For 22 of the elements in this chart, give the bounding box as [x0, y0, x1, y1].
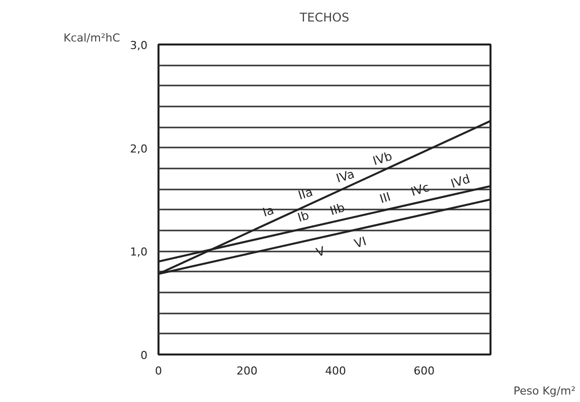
y-tick-label: 3,0	[130, 39, 148, 52]
x-tick-label: 600	[414, 364, 435, 378]
x-tick-label: 200	[236, 364, 258, 378]
annotation: IIb	[328, 200, 346, 218]
annotation: IVa	[334, 166, 356, 186]
y-tick-label: 1,0	[130, 246, 148, 259]
annotation: IVd	[449, 172, 472, 191]
chart-title: TECHOS	[298, 10, 350, 24]
annotation: IVc	[409, 180, 431, 199]
y-tick-label: 0	[140, 349, 148, 362]
annotation: III	[378, 190, 392, 206]
annotation: Ia	[261, 202, 276, 220]
x-axis-title: Peso Kg/m²	[514, 384, 576, 398]
annotation: IVb	[371, 149, 394, 168]
annotation: Ib	[296, 208, 311, 225]
annotation: VI	[352, 234, 368, 251]
x-tick-label: 0	[155, 364, 162, 378]
x-tick-label: 400	[325, 364, 346, 378]
y-axis-title: Kcal/m²hC	[64, 32, 120, 44]
annotation: IIa	[296, 184, 314, 203]
y-tick-label: 2,0	[130, 142, 148, 156]
annotation: V	[314, 244, 328, 260]
